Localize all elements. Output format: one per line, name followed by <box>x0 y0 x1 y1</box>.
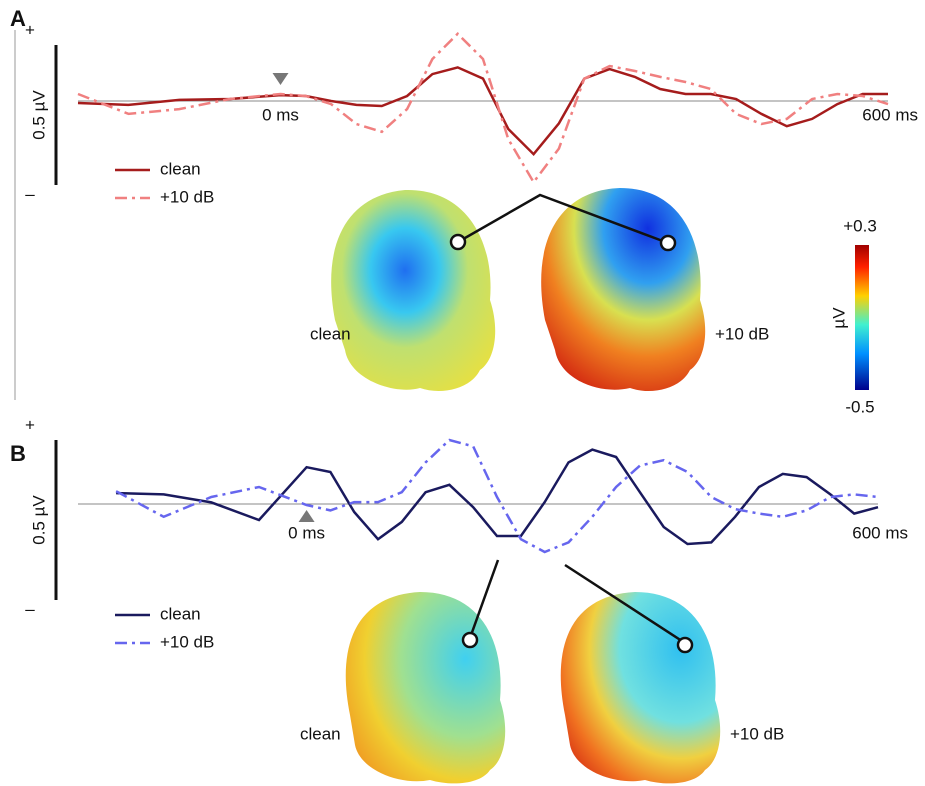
electrode <box>463 633 477 647</box>
panel-letter: B <box>10 441 26 466</box>
x-tick-label: 600 ms <box>852 523 908 542</box>
scale-bar-bottom: – <box>25 184 35 203</box>
colorbar <box>855 245 869 390</box>
panel-letter: A <box>10 6 26 31</box>
topomap-label: clean <box>300 724 341 743</box>
legend-label: +10 dB <box>160 632 214 651</box>
figure: A 0.5 µV + – 0 ms 600 ms clean +10 dB clean +10 d… <box>0 0 925 786</box>
topomap-label: clean <box>310 324 351 343</box>
head-topomap <box>561 592 720 783</box>
waveform <box>78 67 888 154</box>
electrode <box>678 638 692 652</box>
legend-label: clean <box>160 604 201 623</box>
colorbar-label: µV <box>829 307 848 329</box>
electrode <box>451 235 465 249</box>
legend-label: +10 dB <box>160 187 214 206</box>
scale-bar-top: + <box>25 415 35 434</box>
onset-marker <box>273 73 289 85</box>
head-topomap <box>541 188 705 391</box>
legend-label: clean <box>160 159 201 178</box>
x-tick-label: 0 ms <box>288 523 325 542</box>
colorbar-tick-label: +0.3 <box>843 216 877 235</box>
scale-bar-label: 0.5 µV <box>29 495 48 545</box>
head-topomap <box>346 592 505 783</box>
scale-bar-top: + <box>25 20 35 39</box>
onset-marker <box>299 510 315 522</box>
scale-bar-bottom: – <box>25 599 35 618</box>
electrode <box>661 236 675 250</box>
x-tick-label: 600 ms <box>862 105 918 124</box>
head-topomap <box>331 190 495 391</box>
topomap-label: +10 dB <box>715 324 769 343</box>
colorbar-tick-label: -0.5 <box>845 397 874 416</box>
scale-bar-label: 0.5 µV <box>29 90 48 140</box>
x-tick-label: 0 ms <box>262 105 299 124</box>
topomap-label: +10 dB <box>730 724 784 743</box>
